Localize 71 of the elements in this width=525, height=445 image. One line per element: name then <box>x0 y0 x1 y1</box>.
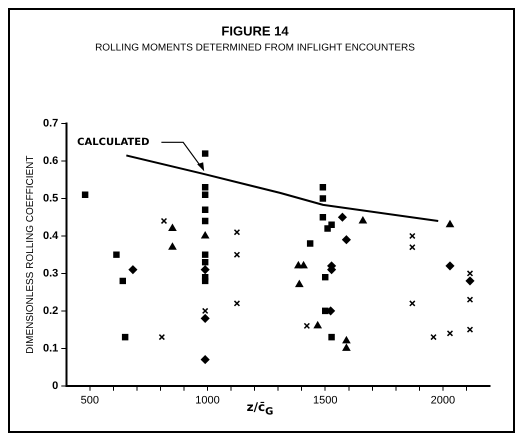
x-tick-label: 2000 <box>430 394 456 406</box>
chart-subtitle: ROLLING MOMENTS DETERMINED FROM INFLIGHT ENCOUNTERS <box>95 42 416 54</box>
point <box>128 265 138 274</box>
y-tick-label: 0.6 <box>42 155 58 168</box>
point <box>202 192 208 198</box>
point <box>202 308 208 314</box>
x-tick-label: 500 <box>80 394 100 406</box>
point <box>200 265 210 274</box>
y-tick-label: 0 <box>52 380 58 392</box>
x-tick-label: 1500 <box>312 394 338 406</box>
point <box>446 262 454 270</box>
point <box>466 296 474 303</box>
point <box>314 322 322 328</box>
point <box>320 214 326 220</box>
point <box>202 150 208 157</box>
point <box>338 212 347 222</box>
point <box>306 240 314 247</box>
point <box>446 220 454 228</box>
point <box>322 274 328 280</box>
point <box>320 195 326 202</box>
chart-title: FIGURE 14 <box>221 23 290 38</box>
y-axis-title: DIMENSIONLESS ROLLING COEFFICIENT <box>24 156 36 354</box>
point <box>342 336 350 344</box>
point <box>200 314 210 323</box>
point <box>202 206 208 213</box>
y-tick-label: 0.4 <box>42 230 60 242</box>
point <box>296 280 304 288</box>
point <box>320 184 326 190</box>
point <box>234 300 240 307</box>
point <box>202 218 208 224</box>
point <box>300 262 308 268</box>
point <box>409 244 416 250</box>
point <box>324 225 331 232</box>
point <box>466 276 474 286</box>
point <box>234 251 240 258</box>
point <box>82 192 88 198</box>
point <box>409 300 416 307</box>
point <box>322 308 328 314</box>
point <box>202 184 208 190</box>
point <box>359 216 367 224</box>
y-tick-label: 0.2 <box>42 304 58 317</box>
x-axis-title: z/c̄$_{G}$ <box>246 400 274 418</box>
point <box>122 334 128 340</box>
y-tick-label: 0.3 <box>42 267 58 280</box>
annotation: CALCULATED <box>77 136 150 148</box>
y-tick-label: 0.7 <box>42 118 58 130</box>
y-tick-label: 0.5 <box>42 192 58 205</box>
point <box>168 242 176 250</box>
point <box>120 278 126 284</box>
point <box>466 270 474 277</box>
point <box>201 232 209 238</box>
point <box>168 224 176 231</box>
point <box>202 258 208 266</box>
point <box>446 330 454 337</box>
point <box>202 278 208 284</box>
point <box>409 232 416 240</box>
point <box>234 229 240 236</box>
point <box>342 344 350 351</box>
point <box>202 251 208 258</box>
y-tick-label: 0.1 <box>42 342 58 354</box>
point <box>158 334 166 340</box>
point <box>200 355 210 364</box>
point <box>160 218 168 224</box>
x-tick-label: 1000 <box>195 394 220 406</box>
point <box>328 334 335 340</box>
point <box>342 235 351 244</box>
point <box>430 334 437 340</box>
point <box>304 322 310 330</box>
point <box>294 262 302 268</box>
point <box>466 326 474 333</box>
point <box>113 251 120 258</box>
